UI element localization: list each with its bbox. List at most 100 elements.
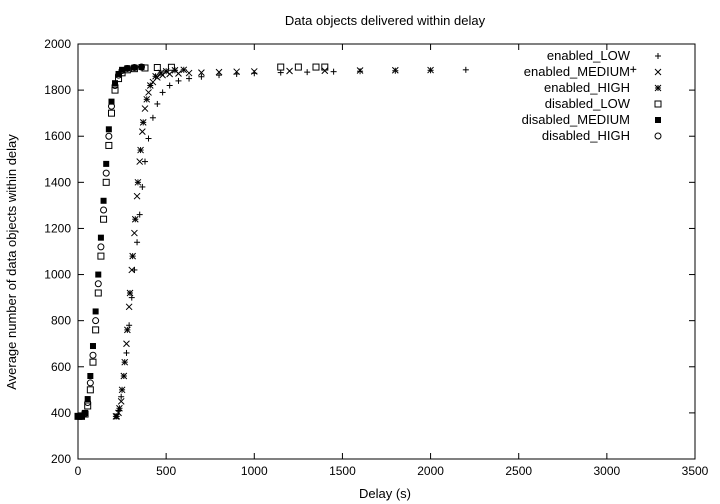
- data-point: [102, 178, 110, 186]
- data-point: [86, 386, 94, 394]
- legend-marker: [655, 117, 661, 123]
- chart-title: Data objects delivered within delay: [285, 13, 486, 28]
- data-point: [115, 70, 122, 77]
- y-tick-label: 2000: [44, 37, 71, 51]
- data-point: [167, 63, 175, 71]
- series-disabled_LOW: [74, 63, 329, 420]
- data-point: [139, 183, 146, 190]
- data-point: [94, 289, 102, 297]
- legend-label: enabled_LOW: [547, 48, 631, 63]
- data-point: [166, 82, 173, 89]
- data-point: [121, 358, 129, 366]
- data-point: [159, 89, 166, 96]
- series-enabled_MEDIUM: [112, 66, 434, 420]
- data-point: [166, 70, 174, 78]
- x-tick-label: 1500: [329, 464, 356, 478]
- data-point: [312, 63, 320, 71]
- data-point: [134, 178, 142, 186]
- data-point: [294, 63, 302, 71]
- data-point: [136, 158, 144, 165]
- data-point: [84, 402, 92, 410]
- data-point: [145, 89, 152, 96]
- data-point: [97, 234, 104, 241]
- data-point: [427, 66, 434, 74]
- data-point: [107, 102, 115, 110]
- data-point: [92, 326, 100, 334]
- data-point: [74, 412, 82, 420]
- legend-label: disabled_HIGH: [542, 128, 630, 143]
- data-point: [131, 215, 139, 223]
- data-point: [304, 69, 311, 76]
- data-point: [95, 271, 102, 278]
- y-tick-label: 200: [51, 452, 71, 466]
- data-point: [103, 160, 110, 167]
- data-point: [277, 69, 284, 76]
- data-point: [117, 398, 125, 405]
- data-point: [128, 266, 136, 274]
- y-tick-label: 400: [51, 406, 71, 420]
- data-point: [131, 229, 138, 237]
- legend-marker: [654, 68, 662, 76]
- data-point: [92, 308, 99, 315]
- data-point: [105, 126, 112, 133]
- x-tick-label: 500: [156, 464, 176, 478]
- data-point: [154, 100, 161, 107]
- data-point: [123, 340, 130, 348]
- data-point: [111, 86, 119, 94]
- y-tick-label: 1400: [44, 175, 71, 189]
- data-point: [89, 351, 97, 359]
- y-tick-label: 1800: [44, 83, 71, 97]
- data-point: [87, 373, 94, 379]
- data-point: [180, 66, 188, 74]
- data-point: [84, 399, 92, 407]
- data-point: [198, 69, 205, 76]
- data-point: [143, 95, 151, 103]
- data-point: [128, 294, 135, 301]
- data-point: [462, 66, 469, 73]
- x-tick-label: 3500: [682, 464, 709, 478]
- data-point: [113, 412, 121, 420]
- data-point: [175, 77, 182, 84]
- plot-frame: [77, 43, 696, 460]
- data-point: [137, 63, 145, 71]
- data-point: [286, 67, 293, 75]
- data-point: [78, 413, 85, 420]
- data-point: [356, 67, 364, 74]
- y-tick-label: 600: [51, 360, 71, 374]
- data-point: [321, 67, 329, 75]
- data-point: [146, 82, 154, 89]
- data-points: [74, 63, 637, 420]
- legend-label: enabled_MEDIUM: [524, 64, 630, 79]
- x-tick-label: 1000: [241, 464, 268, 478]
- y-tick-label: 1000: [44, 268, 71, 282]
- data-point: [215, 68, 223, 76]
- legend-label: disabled_MEDIUM: [522, 112, 630, 127]
- data-point: [125, 303, 133, 311]
- legend: enabled_LOWenabled_MEDIUMenabled_HIGHdis…: [522, 48, 662, 143]
- x-tick-label: 0: [75, 464, 82, 478]
- data-point: [97, 252, 105, 260]
- y-tick-label: 1200: [44, 221, 71, 235]
- data-point: [141, 158, 148, 165]
- data-point: [102, 169, 110, 177]
- data-point: [216, 72, 223, 79]
- data-point: [112, 80, 119, 87]
- legend-marker: [654, 84, 662, 92]
- data-point: [126, 289, 134, 297]
- data-point: [149, 114, 156, 121]
- data-point: [86, 379, 94, 387]
- y-tick-label: 800: [51, 314, 71, 328]
- data-point: [119, 66, 126, 73]
- data-point: [138, 64, 145, 71]
- data-point: [123, 349, 130, 356]
- data-point: [105, 141, 113, 149]
- data-point: [81, 409, 89, 417]
- series-enabled_HIGH: [113, 66, 188, 420]
- data-point: [152, 72, 159, 80]
- data-point: [97, 243, 105, 251]
- data-point: [75, 413, 81, 420]
- data-point: [321, 63, 329, 71]
- data-point: [233, 68, 241, 76]
